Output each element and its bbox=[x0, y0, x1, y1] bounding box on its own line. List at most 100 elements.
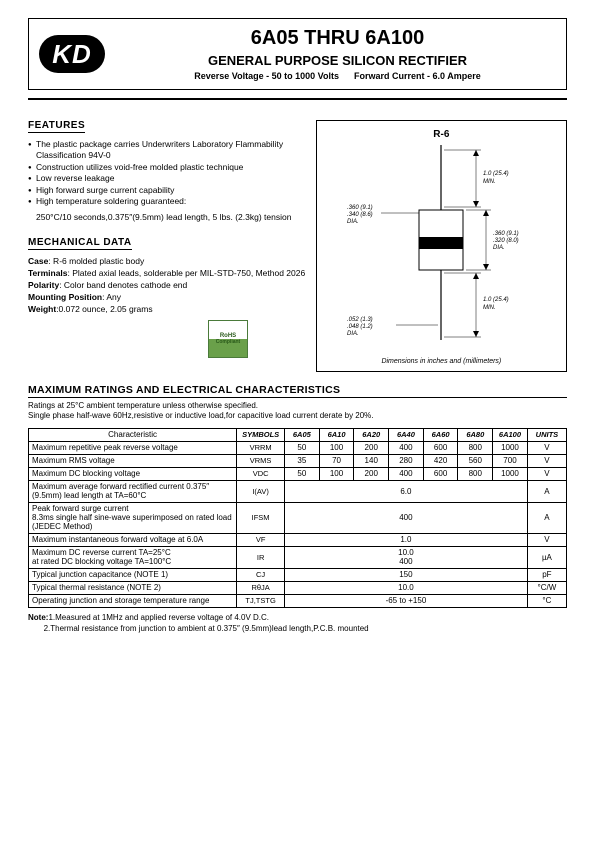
value-cell: 800 bbox=[458, 467, 493, 480]
table-row: Typical junction capacitance (NOTE 1)CJ1… bbox=[29, 568, 567, 581]
value-cell: 600 bbox=[423, 467, 458, 480]
dim4: .360 (9.1) bbox=[493, 231, 519, 237]
span-cell: 6.0 bbox=[285, 480, 528, 502]
dim2c: DIA. bbox=[347, 331, 359, 337]
char-cell: Maximum average forward rectified curren… bbox=[29, 480, 237, 502]
dim3b: MIN. bbox=[483, 179, 496, 185]
value-cell: 800 bbox=[458, 441, 493, 454]
mounting-value: : Any bbox=[102, 292, 121, 302]
value-cell: 35 bbox=[285, 454, 320, 467]
dim5: 1.0 (25.4) bbox=[483, 297, 509, 303]
case-value: : R-6 molded plastic body bbox=[48, 256, 144, 266]
col-6a40: 6A40 bbox=[389, 428, 424, 441]
col-units: UNITS bbox=[527, 428, 566, 441]
value-cell: 200 bbox=[354, 467, 389, 480]
col-6a60: 6A60 bbox=[423, 428, 458, 441]
ratings-note2: Single phase half-wave 60Hz,resistive or… bbox=[28, 411, 374, 420]
polarity-label: Polarity bbox=[28, 280, 59, 290]
ratings-title: MAXIMUM RATINGS AND ELECTRICAL CHARACTER… bbox=[28, 384, 567, 398]
ratings-note: Ratings at 25°C ambient temperature unle… bbox=[28, 401, 567, 422]
mechanical-data: Case: R-6 molded plastic body Terminals:… bbox=[28, 256, 306, 315]
ratings-note1: Ratings at 25°C ambient temperature unle… bbox=[28, 401, 258, 410]
diode-drawing: 1.0 (25.4) MIN. .360 (9.1) .340 (8.6) DI… bbox=[341, 145, 541, 345]
value-cell: 400 bbox=[389, 441, 424, 454]
value-cell: 140 bbox=[354, 454, 389, 467]
feature-item: High temperature soldering guaranteed: bbox=[28, 196, 306, 207]
dim2: .052 (1.3) bbox=[347, 317, 373, 323]
table-row: Typical thermal resistance (NOTE 2)RθJA1… bbox=[29, 581, 567, 594]
value-cell: 1000 bbox=[493, 467, 528, 480]
table-row: Maximum repetitive peak reverse voltageV… bbox=[29, 441, 567, 454]
weight-label: Weight bbox=[28, 304, 56, 314]
col-6a100: 6A100 bbox=[493, 428, 528, 441]
case-label: Case bbox=[28, 256, 48, 266]
value-cell: 700 bbox=[493, 454, 528, 467]
unit-cell: µA bbox=[527, 546, 566, 568]
logo-text: KD bbox=[52, 39, 92, 70]
span-cell: 10.0 bbox=[285, 581, 528, 594]
span-cell: 10.0400 bbox=[285, 546, 528, 568]
terminals-label: Terminals bbox=[28, 268, 68, 278]
note2: 2.Thermal resistance from junction to am… bbox=[44, 624, 369, 633]
value-cell: 420 bbox=[423, 454, 458, 467]
header-box: KD 6A05 THRU 6A100 GENERAL PURPOSE SILIC… bbox=[28, 18, 567, 90]
value-cell: 50 bbox=[285, 467, 320, 480]
char-cell: Operating junction and storage temperatu… bbox=[29, 594, 237, 607]
feature-item: The plastic package carries Underwriters… bbox=[28, 139, 306, 162]
symbol-cell: I(AV) bbox=[237, 480, 285, 502]
value-cell: 400 bbox=[389, 467, 424, 480]
features-list: The plastic package carries Underwriters… bbox=[28, 139, 306, 208]
char-cell: Maximum DC reverse current TA=25°Cat rat… bbox=[29, 546, 237, 568]
span-cell: 150 bbox=[285, 568, 528, 581]
rohs-line2: Compliant bbox=[216, 339, 240, 345]
spec-forward: Forward Current - 6.0 Ampere bbox=[354, 71, 481, 81]
table-row: Maximum average forward rectified curren… bbox=[29, 480, 567, 502]
col-6a05: 6A05 bbox=[285, 428, 320, 441]
value-cell: 200 bbox=[354, 441, 389, 454]
col-6a10: 6A10 bbox=[319, 428, 354, 441]
mounting-label: Mounting Position bbox=[28, 292, 102, 302]
page-title: 6A05 THRU 6A100 bbox=[119, 27, 556, 50]
char-cell: Maximum RMS voltage bbox=[29, 454, 237, 467]
unit-cell: °C/W bbox=[527, 581, 566, 594]
feature-item: Construction utilizes void-free molded p… bbox=[28, 162, 306, 173]
unit-cell: V bbox=[527, 454, 566, 467]
char-cell: Typical thermal resistance (NOTE 2) bbox=[29, 581, 237, 594]
dim2b: .048 (1.2) bbox=[347, 324, 373, 330]
unit-cell: A bbox=[527, 480, 566, 502]
value-cell: 1000 bbox=[493, 441, 528, 454]
unit-cell: A bbox=[527, 502, 566, 533]
char-cell: Maximum instantaneous forward voltage at… bbox=[29, 533, 237, 546]
char-cell: Maximum repetitive peak reverse voltage bbox=[29, 441, 237, 454]
char-cell: Peak forward surge current8.3ms single h… bbox=[29, 502, 237, 533]
symbol-cell: VDC bbox=[237, 467, 285, 480]
note-label: Note: bbox=[28, 613, 48, 622]
mechanical-title: MECHANICAL DATA bbox=[28, 237, 132, 250]
feature-item: Low reverse leakage bbox=[28, 173, 306, 184]
note1: 1.Measured at 1MHz and applied reverse v… bbox=[48, 613, 269, 622]
dim1c: DIA. bbox=[347, 219, 359, 225]
symbol-cell: RθJA bbox=[237, 581, 285, 594]
divider bbox=[28, 98, 567, 100]
symbol-cell: VRRM bbox=[237, 441, 285, 454]
value-cell: 280 bbox=[389, 454, 424, 467]
terminals-value: : Plated axial leads, solderable per MIL… bbox=[68, 268, 306, 278]
symbol-cell: TJ,TSTG bbox=[237, 594, 285, 607]
page-subtitle: GENERAL PURPOSE SILICON RECTIFIER bbox=[119, 53, 556, 68]
dim4c: DIA. bbox=[493, 245, 505, 251]
col-characteristic: Characteristic bbox=[29, 428, 237, 441]
dim1: .360 (9.1) bbox=[347, 205, 373, 211]
value-cell: 100 bbox=[319, 467, 354, 480]
diagram-label: R-6 bbox=[433, 129, 449, 140]
dim5b: MIN. bbox=[483, 305, 496, 311]
span-cell: 1.0 bbox=[285, 533, 528, 546]
span-cell: 400 bbox=[285, 502, 528, 533]
unit-cell: V bbox=[527, 533, 566, 546]
table-row: Maximum instantaneous forward voltage at… bbox=[29, 533, 567, 546]
dim1b: .340 (8.6) bbox=[347, 212, 373, 218]
ratings-table: Characteristic SYMBOLS 6A05 6A10 6A20 6A… bbox=[28, 428, 567, 608]
symbol-cell: CJ bbox=[237, 568, 285, 581]
table-row: Maximum RMS voltageVRMS35701402804205607… bbox=[29, 454, 567, 467]
diagram-footer: Dimensions in inches and (millimeters) bbox=[317, 358, 566, 365]
value-cell: 560 bbox=[458, 454, 493, 467]
